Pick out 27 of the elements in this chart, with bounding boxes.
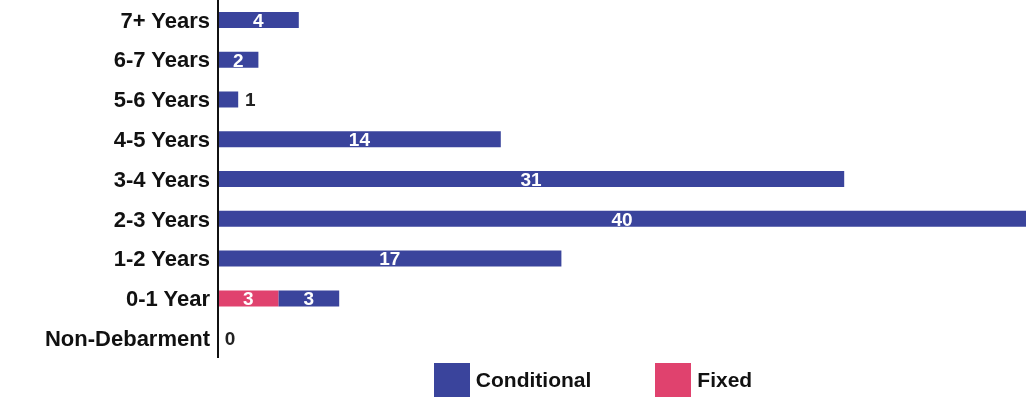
legend-label: Fixed [697, 368, 753, 392]
y-tick-label: Non-Debarment [44, 325, 211, 351]
data-label: 0 [224, 327, 236, 349]
y-tick-label: 7+ Years [120, 7, 210, 33]
data-label: 17 [379, 248, 401, 270]
data-label: 3 [243, 288, 254, 310]
bar [218, 250, 562, 267]
y-tick-label: 6-7 Years [113, 47, 210, 73]
data-label: 2 [232, 49, 244, 71]
y-tick-label: 4-5 Years [113, 127, 210, 153]
data-label: 31 [520, 168, 543, 190]
bar [218, 171, 845, 188]
y-tick-label: 1-2 Years [113, 246, 210, 272]
data-label: 3 [303, 288, 315, 310]
bar [218, 91, 239, 108]
data-label: 1 [244, 89, 256, 111]
legend-label: Conditional [475, 368, 592, 392]
data-label: 14 [348, 129, 371, 151]
bar [218, 131, 501, 148]
y-tick-label: 2-3 Years [113, 206, 210, 232]
data-label: 40 [611, 208, 633, 230]
y-tick-label: 3-4 Years [113, 166, 210, 192]
data-label: 4 [253, 9, 265, 31]
bar [218, 11, 299, 28]
bar [218, 210, 1026, 227]
y-tick-label: 5-6 Years [113, 87, 210, 113]
y-tick-label: 0-1 Year [125, 286, 211, 312]
